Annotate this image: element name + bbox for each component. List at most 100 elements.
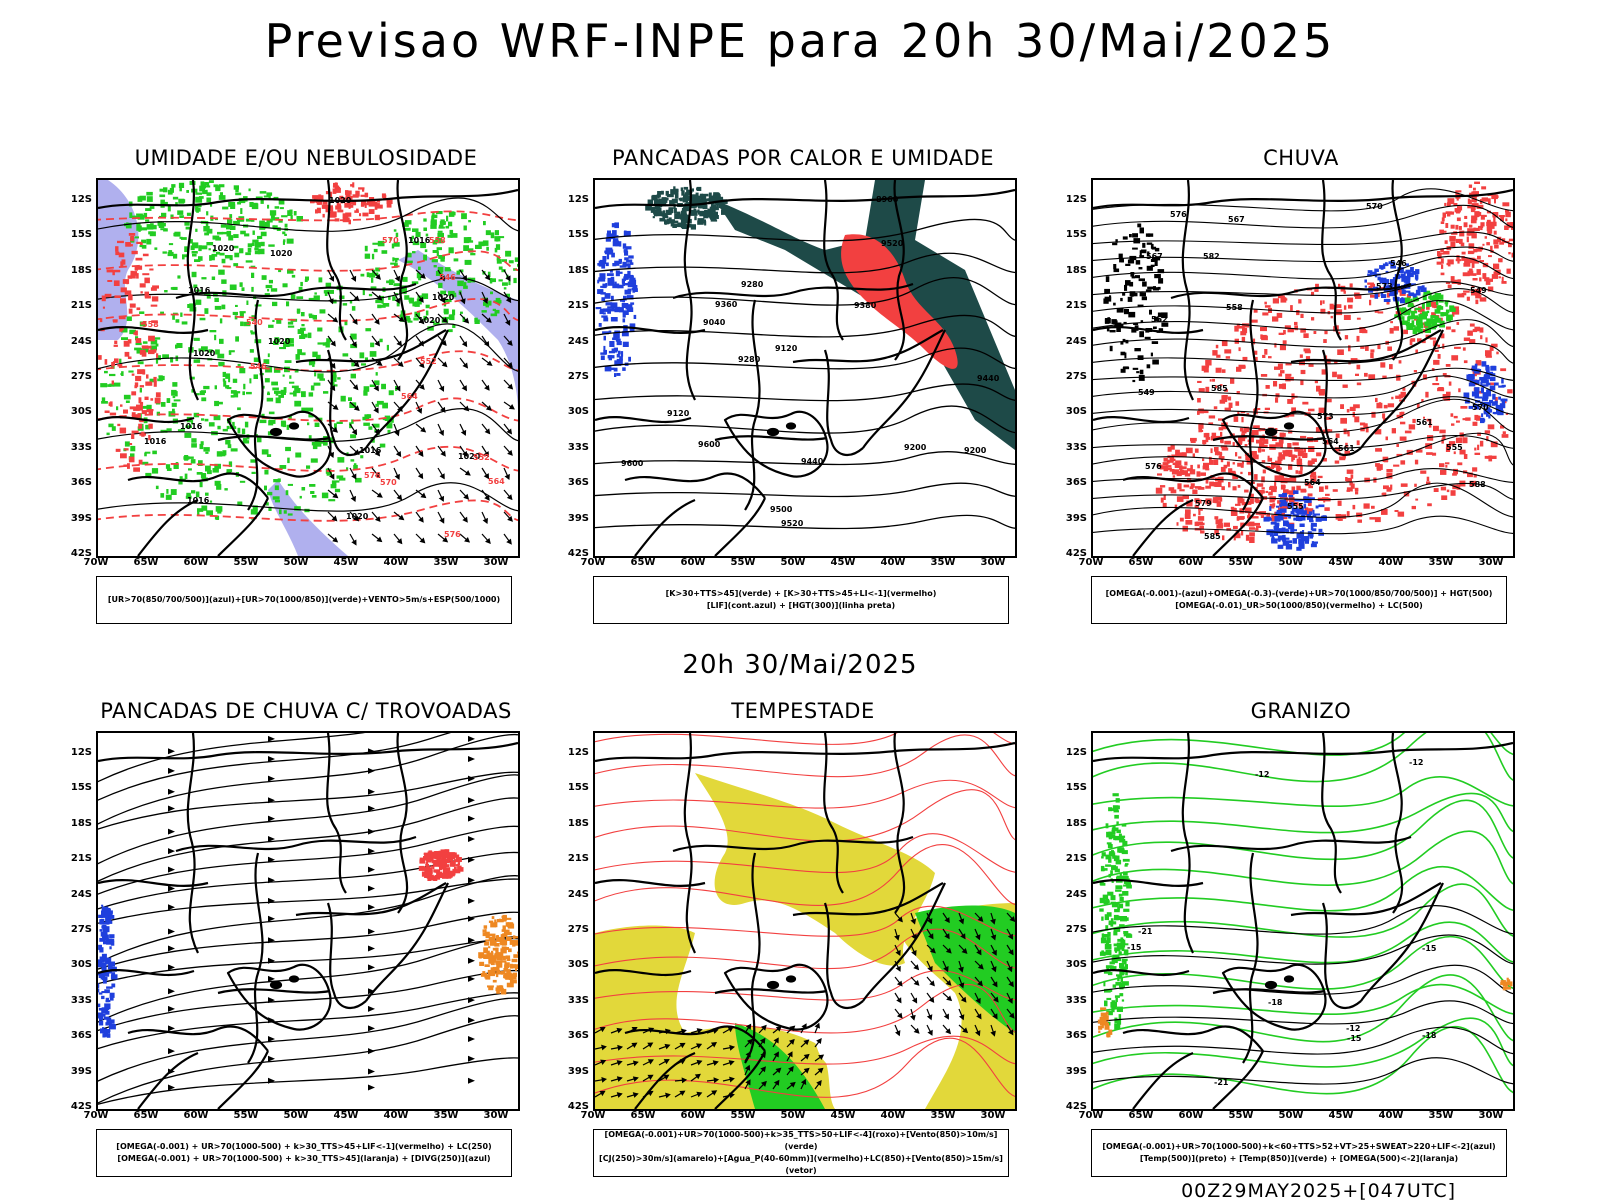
latitude-label: 27S: [70, 371, 92, 382]
latitude-label: 36S: [567, 1030, 589, 1042]
contour-label: 582: [1203, 252, 1220, 261]
longitude-label: 70W: [83, 1110, 109, 1121]
latitude-label: 30S: [70, 959, 92, 971]
longitude-label: 70W: [580, 557, 606, 568]
country-borders: [98, 180, 518, 556]
latitude-label: 15S: [1065, 782, 1087, 794]
longitude-label: 50W: [780, 1110, 806, 1121]
contour-label: -15: [1127, 943, 1142, 952]
map-graphic: 5855825885855795765735705675645615585555…: [1093, 180, 1513, 556]
contour-label: 1020: [268, 337, 291, 346]
longitude-label: 55W: [233, 557, 259, 568]
longitude-label: 60W: [183, 557, 209, 568]
longitude-label: 65W: [630, 557, 656, 568]
contour-label: 576: [1170, 210, 1187, 219]
contour-label: -18: [1268, 998, 1283, 1007]
longitude-label: 40W: [1378, 557, 1404, 568]
contour-label: 9600: [698, 440, 721, 449]
map-graphic: [595, 733, 1015, 1109]
contour-label: 1016: [187, 496, 210, 505]
longitude-label: 45W: [1328, 557, 1354, 568]
contour-label: 585: [1204, 532, 1221, 541]
contour-label: 570: [382, 236, 399, 245]
longitude-label: 70W: [580, 1110, 606, 1121]
latitude-label: 21S: [567, 853, 589, 865]
latitude-label: 12S: [1065, 194, 1087, 205]
longitude-label: 60W: [680, 557, 706, 568]
contour-label: 1016: [188, 286, 211, 295]
contour-label: 9500: [770, 505, 793, 514]
longitude-label: 40W: [880, 1110, 906, 1121]
latitude-label: 21S: [1065, 853, 1087, 865]
latitude-label: 15S: [70, 229, 92, 241]
latitude-label: 39S: [1065, 512, 1087, 524]
contour-label: -12: [1409, 758, 1423, 767]
contour-label: -21: [1138, 927, 1153, 936]
latitude-label: 42S: [567, 548, 589, 559]
contour-label: 9280: [738, 355, 761, 364]
forecast-map: 9600 9520 9600 9520 9500 9440 9440 9360 9380 9280…: [593, 178, 1017, 558]
legend-text: [OMEGA(-0.001) + UR>70(1000-500) + k>30_…: [116, 1142, 492, 1151]
contour-label: 9600: [621, 459, 644, 468]
contour-label: 570: [380, 478, 397, 487]
longitude-label: 70W: [1078, 1110, 1104, 1121]
contour-label: 576: [364, 471, 381, 480]
longitude-label: 50W: [283, 1110, 309, 1121]
contour-label: 564: [1304, 478, 1321, 487]
latitude-label: 27S: [1065, 371, 1087, 382]
forecast-map: -12 -12 -12 -15 -15 -18 -21 -21 -18 -15: [1091, 731, 1515, 1111]
longitude-label: 50W: [780, 557, 806, 568]
longitude-label: 50W: [283, 557, 309, 568]
panel-title: TEMPESTADE: [731, 699, 875, 723]
contour-label: 561: [1338, 444, 1355, 453]
contour-label: 564: [488, 477, 505, 486]
longitude-label: 65W: [1128, 1110, 1154, 1121]
contour-label: 576: [444, 530, 461, 539]
latitude-label: 42S: [1065, 548, 1087, 559]
legend-text: [OMEGA(-0.001)+UR>70(1000-500)+k>35_TTS>…: [604, 1130, 998, 1151]
longitude-label: 40W: [880, 557, 906, 568]
latitude-label: 24S: [70, 888, 92, 900]
contour-label: 1020: [418, 316, 441, 325]
contour-label: 546: [439, 273, 456, 282]
longitude-label: 40W: [1378, 1110, 1404, 1121]
longitude-label: 60W: [1178, 1110, 1204, 1121]
longitude-label: 65W: [133, 1110, 159, 1121]
contour-label: 9200: [964, 446, 987, 455]
latitude-label: 42S: [70, 1101, 92, 1112]
contour-label: 9440: [977, 374, 1000, 383]
contour-label: 9360: [715, 300, 738, 309]
latitude-label: 42S: [70, 548, 92, 559]
legend-box: [OMEGA(-0.001)+UR>70(1000-500)+k>35_TTS>…: [593, 1129, 1009, 1177]
contour-label: 564: [1322, 437, 1339, 446]
panel-title: CHUVA: [1263, 146, 1339, 170]
contour-label: 585: [1211, 384, 1228, 393]
legend-text: [Temp(500)](preto) + [Temp(850)](verde) …: [1139, 1154, 1459, 1163]
longitude-label: 30W: [980, 557, 1006, 568]
contour-label: 549: [1470, 286, 1487, 295]
contour-label: 9520: [881, 239, 904, 248]
longitude-label: 55W: [1228, 1110, 1254, 1121]
latitude-label: 24S: [70, 335, 92, 347]
longitude-label: 40W: [383, 1110, 409, 1121]
contour-label: 552: [1151, 315, 1168, 324]
longitude-label: 55W: [1228, 557, 1254, 568]
contour-label: 1020: [432, 293, 455, 302]
contour-label: 573: [1317, 412, 1334, 421]
contour-label: 1020: [270, 249, 293, 258]
contour-label: 9120: [775, 344, 798, 353]
latitude-label: 39S: [1065, 1065, 1087, 1077]
longitude-label: 70W: [83, 557, 109, 568]
latitude-label: 42S: [567, 1101, 589, 1112]
longitude-label: 45W: [1328, 1110, 1354, 1121]
contour-label: 1020: [458, 452, 481, 461]
country-borders: [1093, 733, 1513, 1109]
contour-label: 1020: [329, 196, 352, 205]
contour-label: 9200: [904, 443, 927, 452]
latitude-label: 15S: [70, 782, 92, 794]
forecast-map: [96, 731, 520, 1111]
main-title: Previsao WRF-INPE para 20h 30/Mai/2025: [264, 14, 1336, 68]
latitude-label: 24S: [567, 335, 589, 347]
latitude-label: 12S: [1065, 747, 1087, 758]
map-graphic: 1016 1016 1016 1016 1020 1020 1020 1020 1020 1016…: [98, 180, 518, 556]
